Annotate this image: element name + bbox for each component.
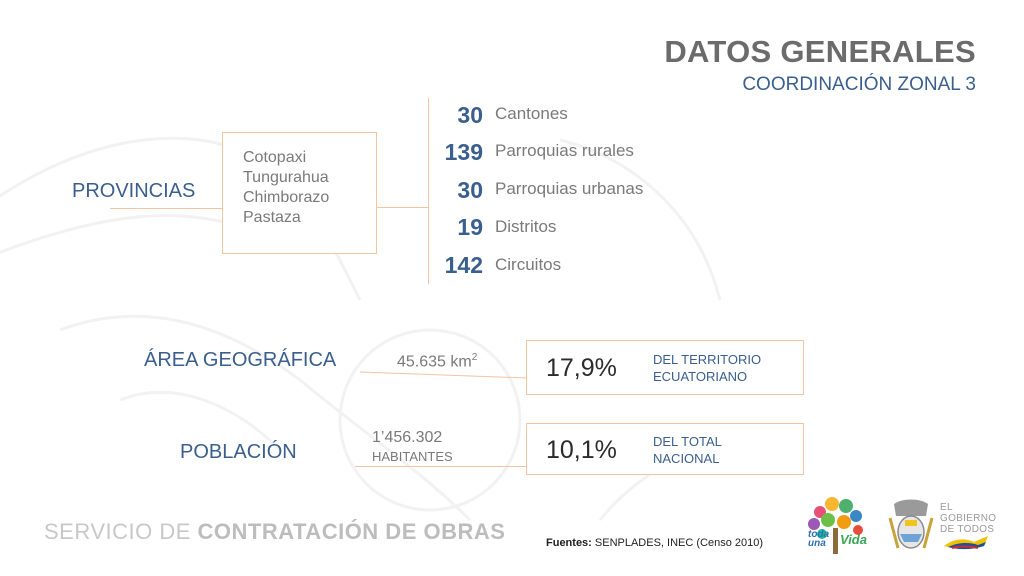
population-unit: HABITANTES bbox=[372, 449, 453, 464]
provinces-label: PROVINCIAS bbox=[72, 180, 196, 202]
toda-text: toda bbox=[808, 529, 830, 540]
province-item: Chimborazo bbox=[243, 189, 330, 206]
provinces-box bbox=[222, 132, 377, 254]
gobierno-text: EL GOBIERNO DE TODOS bbox=[940, 502, 996, 535]
area-box bbox=[526, 340, 804, 395]
area-value: 45.635 km2 bbox=[397, 352, 477, 371]
population-percent: 10,1% bbox=[546, 436, 617, 464]
population-note-line: NACIONAL bbox=[653, 451, 720, 466]
population-label: POBLACIÓN bbox=[180, 441, 297, 463]
area-value-unit-exponent: 2 bbox=[471, 352, 478, 363]
page-title: DATOS GENERALES bbox=[664, 34, 976, 69]
area-note-line: DEL TERRITORIO bbox=[653, 352, 762, 367]
flag-ribbon-icon bbox=[944, 536, 988, 550]
provinces-list: Cotopaxi Tungurahua Chimborazo Pastaza bbox=[243, 148, 329, 228]
footer-brand: SERVICIO DE CONTRATACIÓN DE OBRAS bbox=[44, 519, 505, 545]
stats-connector-line bbox=[376, 207, 428, 208]
population-note-line: DEL TOTAL bbox=[653, 434, 722, 449]
gobierno-text-line: EL bbox=[940, 502, 953, 513]
source-note: Fuentes: SENPLADES, INEC (Censo 2010) bbox=[546, 537, 763, 549]
population-number: 1’456.302 bbox=[372, 429, 443, 446]
source-text: SENPLADES, INEC (Censo 2010) bbox=[591, 537, 764, 549]
area-connector-line bbox=[360, 371, 529, 379]
province-item: Cotopaxi bbox=[243, 149, 307, 166]
footer-brand-light: SERVICIO DE bbox=[44, 519, 198, 544]
vida-text: Vida bbox=[840, 532, 867, 547]
source-label: Fuentes: bbox=[546, 537, 592, 549]
footer-brand-bold: CONTRATACIÓN DE OBRAS bbox=[197, 519, 506, 544]
page-subtitle: COORDINACIÓN ZONAL 3 bbox=[742, 74, 976, 95]
province-item: Pastaza bbox=[243, 209, 301, 226]
area-label: ÁREA GEOGRÁFICA bbox=[144, 349, 337, 371]
gobierno-text-line: DE TODOS bbox=[940, 524, 995, 535]
toda-una-vida-text: toda una bbox=[808, 529, 830, 549]
stats-vertical-line bbox=[428, 98, 429, 284]
stat-value-parroquias-urbanas: 30 bbox=[457, 177, 483, 203]
area-value-number: 45.635 km bbox=[397, 353, 472, 371]
stat-label-parroquias-rurales: Parroquias rurales bbox=[495, 141, 634, 160]
population-note: DEL TOTAL NACIONAL bbox=[653, 433, 722, 467]
stat-value-distritos: 19 bbox=[457, 214, 483, 240]
stat-value-parroquias-rurales: 139 bbox=[444, 139, 483, 165]
population-value: 1’456.302 HABITANTES bbox=[372, 429, 453, 464]
stat-label-parroquias-urbanas: Parroquias urbanas bbox=[495, 179, 644, 198]
area-percent: 17,9% bbox=[546, 354, 617, 382]
population-connector-line bbox=[355, 466, 527, 467]
provinces-connector-line bbox=[110, 208, 222, 209]
stat-value-cantones: 30 bbox=[457, 102, 483, 128]
stat-label-circuitos: Circuitos bbox=[495, 255, 562, 274]
province-item: Tungurahua bbox=[243, 169, 329, 186]
gobierno-logo: EL GOBIERNO DE TODOS bbox=[888, 496, 996, 556]
toda-una-vida-logo: toda una Vida bbox=[800, 492, 872, 558]
stat-label-distritos: Distritos bbox=[495, 217, 557, 236]
coat-of-arms-icon bbox=[888, 499, 934, 549]
una-text: una bbox=[808, 538, 826, 549]
gobierno-text-line: GOBIERNO bbox=[940, 513, 997, 524]
stat-value-circuitos: 142 bbox=[444, 252, 483, 278]
area-note-line: ECUATORIANO bbox=[653, 369, 748, 384]
stat-label-cantones: Cantones bbox=[495, 104, 568, 123]
tree-icon bbox=[808, 497, 863, 554]
area-note: DEL TERRITORIO ECUATORIANO bbox=[653, 351, 761, 385]
population-box bbox=[526, 423, 804, 475]
